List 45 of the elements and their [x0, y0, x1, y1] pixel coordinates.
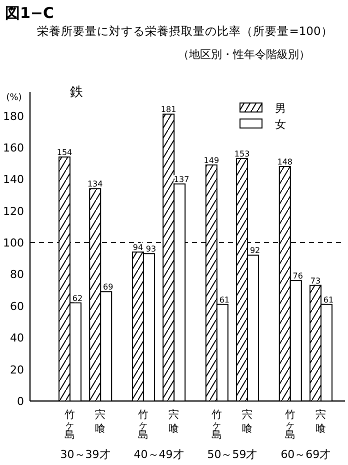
text: 60～69才	[280, 448, 331, 461]
x-tick-label: 宍喰	[95, 408, 106, 435]
legend-label: 男	[275, 102, 286, 115]
text: 50～59才	[207, 448, 258, 461]
data-label: 153	[234, 150, 250, 159]
x-tick-label: 竹ヶ島	[138, 409, 149, 441]
data-label: 94	[132, 243, 144, 252]
y-tick-label: 140	[3, 173, 24, 186]
data-label: 69	[103, 282, 114, 292]
x-tick-label: 宍喰	[168, 408, 180, 435]
data-label: 93	[146, 244, 156, 254]
y-tick-label: 180	[3, 110, 24, 123]
data-label: 134	[87, 180, 103, 189]
data-label: 181	[160, 105, 176, 114]
chart-title: 栄養所要量に対する栄養摂取量の比率（所要量=100）	[37, 24, 333, 38]
y-axis-title: (%)	[6, 93, 22, 103]
caption: 図1−C	[5, 4, 54, 22]
data-label: 154	[56, 148, 72, 157]
x-tick-label: 宍喰	[242, 408, 254, 435]
y-tick-label: 100	[3, 236, 24, 250]
y-tick-label: 40	[10, 332, 24, 345]
data-label: 73	[310, 276, 321, 286]
y-tick-label: 60	[10, 300, 24, 313]
data-label: 148	[277, 157, 293, 166]
y-tick-label: 80	[10, 268, 24, 282]
x-tick-label: 宍喰	[316, 408, 326, 435]
y-tick-label: 0	[17, 395, 24, 408]
annotation: 鉄	[70, 85, 83, 100]
data-label: 61	[323, 295, 334, 304]
data-label: 76	[292, 272, 303, 281]
chart-subtitle: （地区別・性年令階級別）	[178, 48, 310, 61]
y-tick-label: 20	[10, 363, 24, 376]
x-tick-label: 竹ヶ島	[284, 409, 296, 441]
x-tick-label: 竹ヶ島	[211, 409, 222, 441]
data-label: 62	[72, 294, 83, 303]
data-label: 137	[174, 174, 190, 184]
text: 30～39才	[60, 448, 110, 461]
data-label: 92	[250, 246, 260, 256]
y-tick-label: 160	[3, 141, 24, 154]
text: 40～49才	[134, 448, 184, 461]
y-tick-label: 120	[3, 204, 24, 218]
legend-label: 女	[275, 118, 286, 131]
x-tick-label: 竹ヶ島	[64, 409, 76, 441]
data-label: 61	[219, 295, 230, 304]
data-label: 149	[204, 156, 220, 165]
